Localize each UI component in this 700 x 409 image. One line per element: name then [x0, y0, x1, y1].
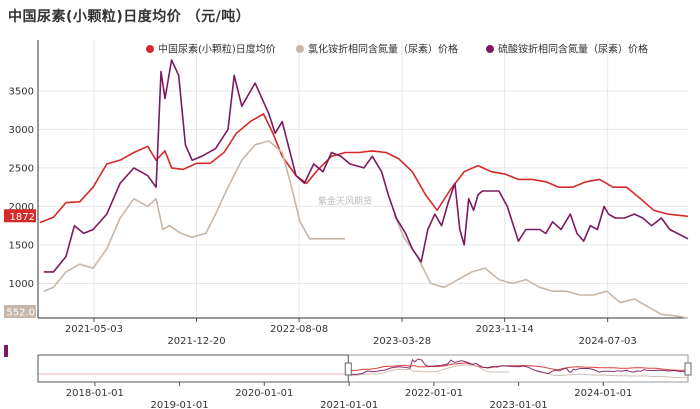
navigator-right-handle[interactable]	[684, 362, 692, 376]
x-tick-label: 2024-07-03	[579, 336, 637, 347]
navigator-series-3	[534, 369, 689, 379]
series-group	[39, 59, 689, 319]
y-tick-label: 3000	[9, 125, 34, 136]
x-tick-label: 2023-11-14	[476, 324, 534, 335]
value-label-box	[4, 209, 36, 223]
navigator-tick-label: 2024-01-01	[574, 388, 632, 399]
navigator-marker	[4, 345, 8, 357]
legend-label[interactable]: 氯化铵折相同含氮量（尿素）价格	[308, 43, 458, 56]
y-tick-label: 2500	[9, 163, 34, 174]
navigator-tick-label: 2022-01-01	[405, 388, 463, 399]
y-tick-label: 1000	[9, 279, 34, 290]
y-axis: 1000 1500 2000 2500 3000 3500	[9, 40, 39, 318]
range-navigator[interactable]: 2018-01-01 2019-01-01 2020-01-01 2021-01-01…	[4, 345, 692, 409]
y-tick-label: 1500	[9, 240, 34, 251]
navigator-series-1	[349, 362, 689, 372]
value-label-text: 1872	[10, 212, 35, 223]
legend-marker[interactable]	[146, 45, 154, 53]
navigator-unselected-area	[37, 354, 349, 383]
navigator-tick-label: 2020-01-01	[235, 388, 293, 399]
x-tick-label: 2023-03-28	[373, 336, 431, 347]
x-tick-label: 2021-05-03	[65, 324, 123, 335]
navigator-tick-label: 2019-01-01	[150, 400, 208, 409]
navigator-tick-label: 2023-01-01	[490, 400, 548, 409]
series-line-1	[39, 113, 689, 224]
x-tick-label: 2021-12-20	[167, 336, 225, 347]
chart-title: 中国尿素(小颗粒)日度均价 （元/吨）	[8, 9, 251, 25]
y-tick-label: 2000	[9, 202, 34, 213]
x-tick-label: 2022-08-08	[270, 324, 328, 335]
legend[interactable]: 中国尿素(小颗粒)日度均价 氯化铵折相同含氮量（尿素）价格 硫酸铵折相同含氮量（尿素…	[146, 43, 648, 56]
watermark: 紫金天风期货	[318, 195, 372, 207]
y-tick-label: 3500	[9, 86, 34, 97]
series-line-2	[43, 140, 346, 292]
series-line-3	[393, 213, 689, 319]
legend-marker[interactable]	[486, 45, 494, 53]
series-line-4	[43, 59, 689, 273]
gridlines	[38, 40, 688, 318]
navigator-series-2	[351, 364, 509, 377]
navigator-series-4	[351, 358, 689, 375]
navigator-left-handle[interactable]	[344, 362, 352, 376]
legend-marker[interactable]	[296, 45, 304, 53]
value-label-box	[4, 305, 36, 318]
legend-label[interactable]: 中国尿素(小颗粒)日度均价	[158, 43, 276, 56]
navigator-tick-label: 2021-01-01	[320, 400, 378, 409]
value-label-text: 552.0	[6, 308, 35, 319]
x-axis: 2021-05-03 2021-12-20 2022-08-08 2023-03-28…	[38, 317, 688, 347]
current-value-labels: 1872 552.0	[4, 209, 36, 319]
navigator-tick-label: 2018-01-01	[66, 388, 124, 399]
legend-label[interactable]: 硫酸铵折相同含氮量（尿素）价格	[498, 43, 648, 56]
